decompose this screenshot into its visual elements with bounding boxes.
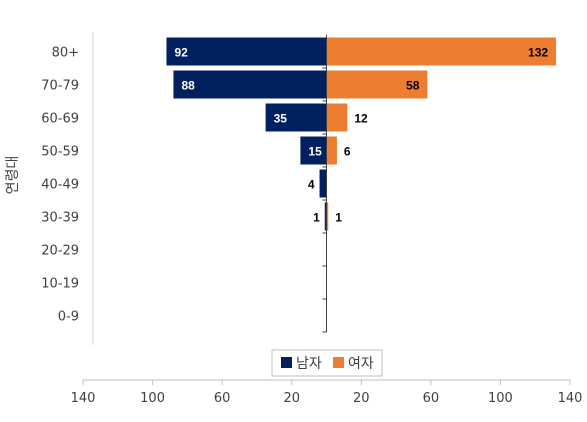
x-axis: 140 100 60 20 20 60 100 140 xyxy=(71,379,583,406)
data-label-female: 132 xyxy=(528,46,548,60)
x-tick-label: 100 xyxy=(488,391,513,406)
category-label: 80+ xyxy=(52,46,79,61)
x-tick-label: 140 xyxy=(558,391,583,406)
bar-male xyxy=(166,37,327,66)
data-labels: 92 132 88 58 35 12 15 6 4 1 1 xyxy=(174,46,548,225)
data-label-male: 88 xyxy=(181,79,195,93)
category-label: 0-9 xyxy=(58,310,79,325)
legend-border xyxy=(271,349,383,377)
y-axis-title-group: 연령대 xyxy=(5,156,21,195)
data-label-male: 15 xyxy=(308,145,322,159)
category-label: 60-69 xyxy=(41,112,79,127)
category-label: 20-29 xyxy=(41,244,79,259)
category-label: 40-49 xyxy=(41,178,79,193)
legend-label-male: 남자 xyxy=(296,356,322,372)
bar-male xyxy=(324,202,327,231)
x-tick-label: 20 xyxy=(283,391,300,406)
legend-label-female: 여자 xyxy=(348,356,374,372)
x-tick-label: 60 xyxy=(214,391,231,406)
data-label-male: 4 xyxy=(308,178,315,192)
category-label: 10-19 xyxy=(41,277,79,292)
bar-male xyxy=(300,136,327,165)
bar-male xyxy=(173,70,327,99)
category-labels: 80+ 70-79 60-69 50-59 40-49 30-39 20-29 10-19 0-… xyxy=(41,46,79,325)
data-label-female: 1 xyxy=(335,211,342,225)
data-label-female: 12 xyxy=(354,112,368,126)
x-tick-label: 100 xyxy=(140,391,165,406)
bar-female xyxy=(326,70,428,99)
bar-female xyxy=(326,37,557,66)
category-label: 30-39 xyxy=(41,211,79,226)
y-axis-title: 연령대 xyxy=(5,156,21,195)
legend-swatch-female xyxy=(333,357,344,368)
data-label-male: 92 xyxy=(174,46,188,60)
data-label-male: 35 xyxy=(274,112,288,126)
x-tick-label: 140 xyxy=(71,391,96,406)
bar-female xyxy=(326,202,329,231)
bar-female xyxy=(326,136,337,165)
legend[interactable]: 남자 여자 xyxy=(271,349,383,377)
x-tick-label: 20 xyxy=(353,391,370,406)
bar-male xyxy=(265,103,327,132)
bars xyxy=(166,37,557,231)
category-label: 50-59 xyxy=(41,145,79,160)
center-axis-ticks xyxy=(322,67,327,333)
x-tick-label: 60 xyxy=(423,391,440,406)
data-label-male: 1 xyxy=(313,211,320,225)
bar-female xyxy=(326,103,348,132)
data-label-female: 6 xyxy=(344,145,351,159)
legend-swatch-male xyxy=(281,357,292,368)
data-label-female: 58 xyxy=(406,79,420,93)
category-label: 70-79 xyxy=(41,79,79,94)
bar-male xyxy=(319,169,327,198)
